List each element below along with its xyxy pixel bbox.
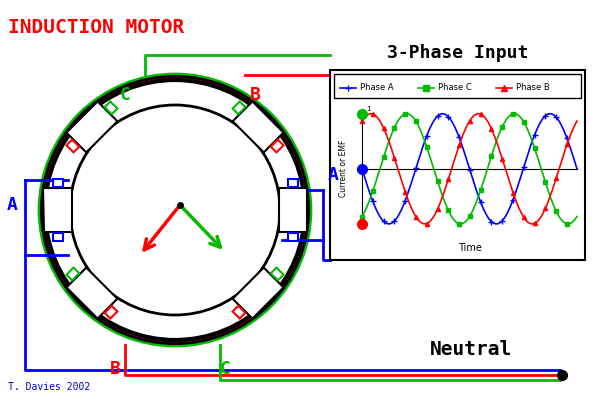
Text: C: C — [120, 86, 131, 104]
Polygon shape — [233, 102, 284, 152]
Polygon shape — [43, 188, 71, 232]
Ellipse shape — [45, 80, 305, 340]
Text: 3-Phase Input: 3-Phase Input — [387, 44, 528, 62]
Polygon shape — [67, 268, 79, 280]
Text: Time: Time — [458, 243, 481, 253]
Bar — [330, 70, 585, 260]
Bar — [334, 74, 581, 98]
Polygon shape — [287, 179, 298, 187]
Text: A: A — [7, 196, 18, 214]
Text: Phase A: Phase A — [360, 84, 394, 92]
Polygon shape — [287, 233, 298, 241]
Polygon shape — [233, 102, 245, 114]
Polygon shape — [67, 102, 118, 152]
Text: Current or EMF: Current or EMF — [338, 140, 347, 198]
Polygon shape — [53, 179, 62, 187]
Text: Phase C: Phase C — [438, 84, 472, 92]
Text: 1: 1 — [366, 106, 371, 112]
Polygon shape — [53, 233, 62, 241]
Ellipse shape — [70, 105, 280, 315]
Polygon shape — [271, 268, 284, 280]
Polygon shape — [104, 102, 118, 114]
Polygon shape — [271, 140, 284, 152]
Polygon shape — [233, 306, 245, 318]
Text: B: B — [110, 360, 121, 378]
Polygon shape — [67, 140, 79, 152]
Text: C: C — [220, 360, 231, 378]
Polygon shape — [278, 188, 307, 232]
Text: A: A — [328, 166, 339, 184]
Polygon shape — [67, 268, 118, 318]
Text: B: B — [250, 86, 261, 104]
Text: T. Davies 2002: T. Davies 2002 — [8, 382, 90, 392]
Polygon shape — [104, 306, 118, 318]
Polygon shape — [233, 268, 284, 318]
Text: INDUCTION MOTOR: INDUCTION MOTOR — [8, 18, 184, 37]
Text: Neutral: Neutral — [430, 340, 512, 359]
Text: Phase B: Phase B — [516, 84, 550, 92]
